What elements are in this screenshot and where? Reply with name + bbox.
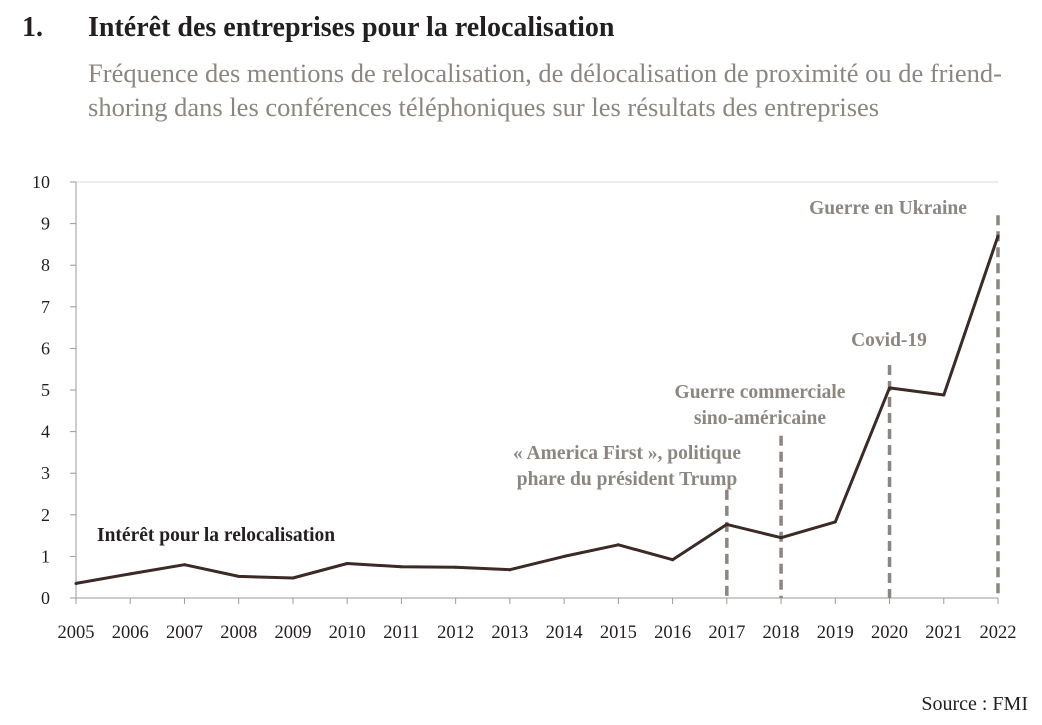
data-point (182, 563, 186, 567)
figure-number: 1. (22, 12, 43, 43)
x-tick-label: 2009 (274, 623, 311, 643)
data-point (888, 386, 892, 390)
x-tick-label: 2014 (546, 623, 583, 643)
x-tick-label: 2015 (600, 623, 637, 643)
data-point (779, 536, 783, 540)
data-point (454, 565, 458, 569)
data-point (291, 576, 295, 580)
event-annotation-label: Guerre en Ukraine (809, 198, 967, 219)
data-point (74, 581, 78, 585)
series-label: Intérêt pour la relocalisation (97, 525, 335, 546)
data-point (345, 561, 349, 565)
data-point (833, 520, 837, 524)
data-point (128, 572, 132, 576)
x-tick-label: 2018 (763, 623, 800, 643)
x-tick-label: 2008 (220, 623, 257, 643)
data-point (399, 565, 403, 569)
y-tick-label: 7 (41, 297, 50, 317)
data-point (562, 554, 566, 558)
x-tick-label: 2016 (654, 623, 691, 643)
y-tick-label: 5 (41, 380, 50, 400)
x-tick-label: 2012 (437, 623, 474, 643)
data-point (237, 574, 241, 578)
y-tick-label: 6 (41, 338, 50, 358)
x-tick-label: 2006 (112, 623, 149, 643)
x-tick-label: 2022 (980, 623, 1017, 643)
event-annotation-label: phare du président Trump (517, 469, 738, 490)
chart-title: Intérêt des entreprises pour la relocali… (88, 12, 615, 43)
y-tick-label: 2 (41, 505, 50, 525)
source-note: Source : FMI (921, 693, 1028, 715)
series-line (75, 235, 1000, 585)
data-point (996, 234, 1000, 238)
y-tick-label: 3 (41, 463, 50, 483)
y-tick-label: 0 (41, 588, 50, 608)
y-tick-label: 8 (41, 255, 50, 275)
x-tick-label: 2011 (383, 623, 419, 643)
x-tick-label: 2010 (329, 623, 366, 643)
x-tick-label: 2019 (817, 623, 854, 643)
chart-subtitle: Fréquence des mentions de relocalisation… (88, 58, 1002, 122)
data-point (671, 558, 675, 562)
data-point (508, 568, 512, 572)
x-tick-label: 2020 (871, 623, 908, 643)
data-point (725, 522, 729, 526)
event-annotation-label: Covid-19 (851, 330, 927, 351)
x-tick-label: 2021 (925, 623, 962, 643)
event-annotation-label: Guerre commerciale (675, 382, 846, 403)
event-annotation-label: sino-américaine (694, 408, 826, 429)
x-tick-label: 2005 (58, 623, 95, 643)
y-tick-label: 4 (41, 422, 50, 442)
x-tick-label: 2017 (708, 623, 745, 643)
x-tick-label: 2013 (491, 623, 528, 643)
event-annotation-label: « America First », politique (513, 443, 741, 464)
data-point (616, 543, 620, 547)
x-tick-label: 2007 (166, 623, 203, 643)
y-tick-label: 1 (41, 546, 50, 566)
y-tick-label: 9 (41, 214, 50, 234)
y-tick-label: 10 (32, 172, 50, 192)
data-point (942, 393, 946, 397)
